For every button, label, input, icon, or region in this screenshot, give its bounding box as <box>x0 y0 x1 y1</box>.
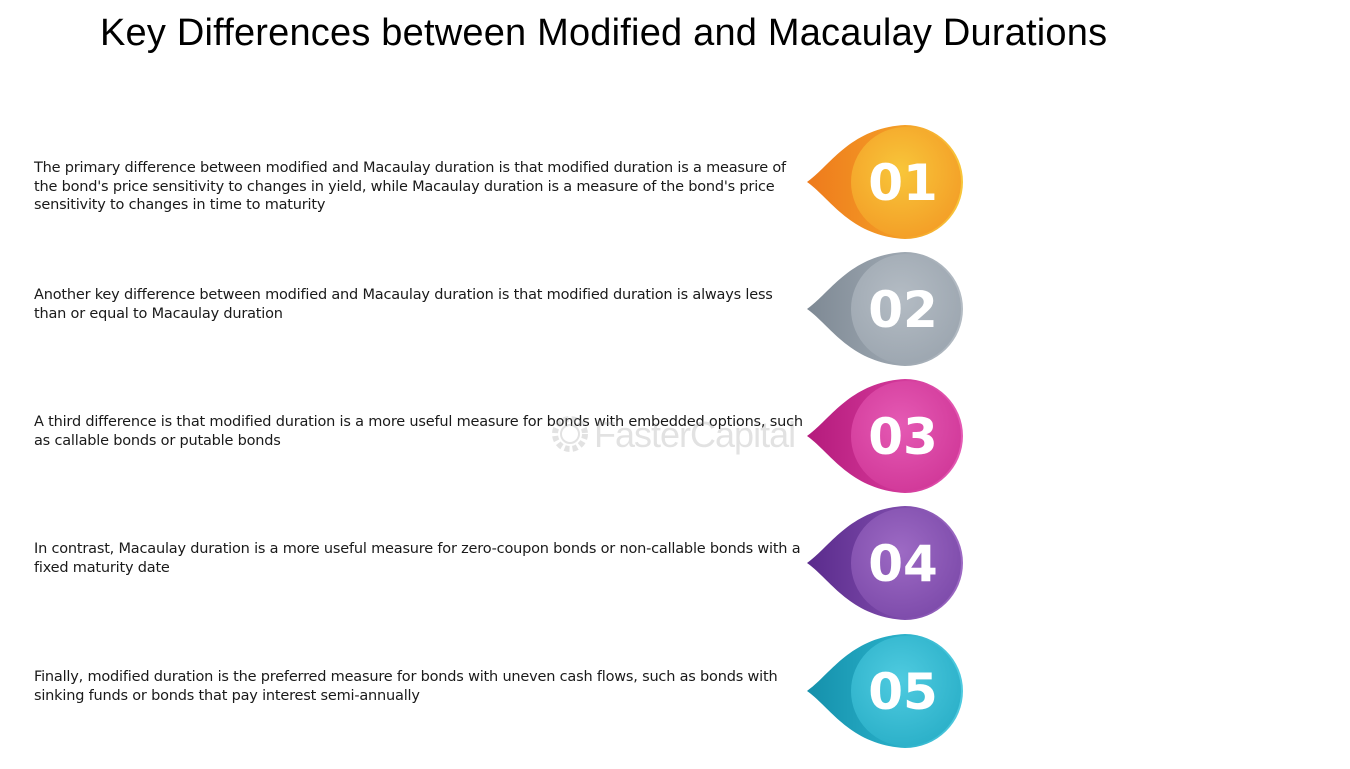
item-text-4: In contrast, Macaulay duration is a more… <box>34 541 801 576</box>
badge-disc <box>851 508 961 618</box>
gear-icon <box>552 416 588 452</box>
badge-4: 04 <box>805 503 975 623</box>
badge-3: 03 <box>805 376 975 496</box>
watermark: FasterCapital <box>540 406 830 462</box>
item-text-2: Another key difference between modified … <box>34 287 773 322</box>
badge-number: 05 <box>868 663 938 721</box>
badge-1: 01 <box>805 122 975 242</box>
badge-disc <box>851 381 961 491</box>
badge-disc <box>851 636 961 746</box>
badge-5: 05 <box>805 631 975 751</box>
badge-number: 01 <box>868 154 938 212</box>
badge-disc <box>851 127 961 237</box>
page-title: Key Differences between Modified and Mac… <box>100 12 1108 54</box>
teardrop-badge-shape: 02 <box>807 252 963 366</box>
teardrop-badge-shape: 05 <box>807 634 963 748</box>
badge-number: 04 <box>868 535 938 593</box>
item-text-1: The primary difference between modified … <box>34 160 786 213</box>
badge-number: 03 <box>868 408 938 466</box>
teardrop-badge-shape: 01 <box>807 125 963 239</box>
watermark-text: FasterCapital <box>594 414 796 455</box>
badge-2: 02 <box>805 249 975 369</box>
item-text-5: Finally, modified duration is the prefer… <box>34 669 778 704</box>
badge-disc <box>851 254 961 364</box>
teardrop-badge-shape: 04 <box>807 506 963 620</box>
item-text-3: A third difference is that modified dura… <box>34 414 803 449</box>
badge-number: 02 <box>868 281 938 339</box>
teardrop-badge-shape: 03 <box>807 379 963 493</box>
